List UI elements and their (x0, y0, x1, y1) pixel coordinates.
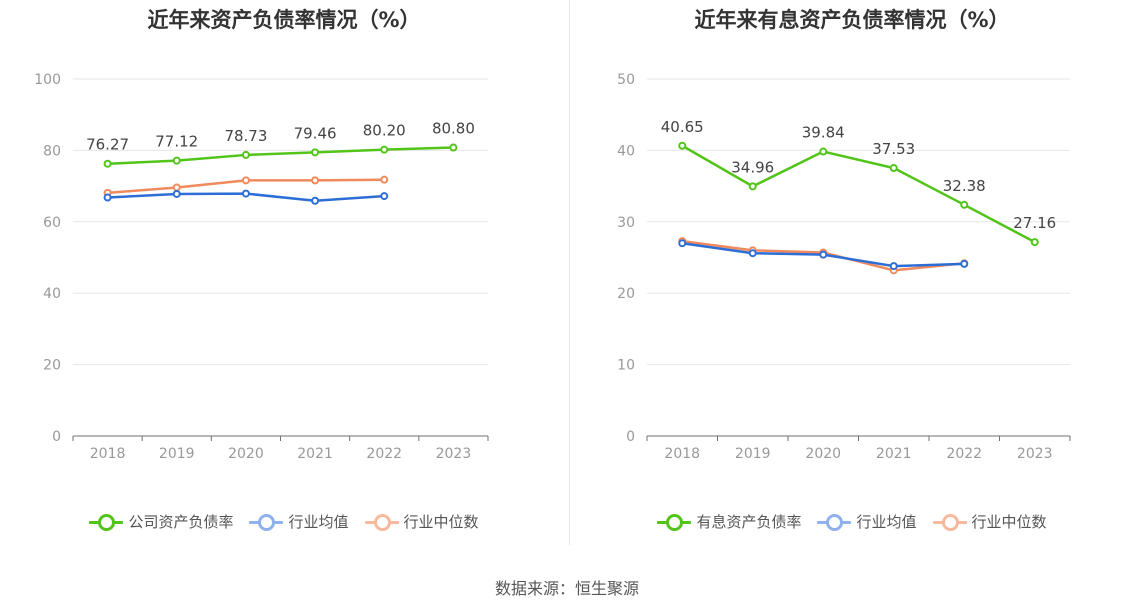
data-point[interactable] (311, 176, 320, 185)
data-point[interactable] (819, 250, 828, 259)
y-tick-label: 40 (43, 286, 61, 302)
data-point[interactable] (889, 164, 898, 173)
y-tick-label: 20 (43, 358, 61, 374)
legend-line-circle-icon (817, 512, 852, 532)
data-point[interactable] (172, 189, 181, 198)
data-point[interactable] (311, 196, 320, 205)
x-tick-label: 2020 (228, 446, 264, 462)
data-point[interactable] (678, 239, 687, 248)
legend-item[interactable]: 有息资产负债率 (657, 511, 801, 532)
data-point[interactable] (172, 183, 181, 192)
data-point[interactable] (960, 259, 969, 268)
chart-interest-bearing-debt-ratio: 近年来有息资产负债率情况（%） 0 10 20 30 40 50 2018 2019 2020 2… (570, 0, 1134, 560)
y-tick-label: 20 (617, 286, 635, 302)
data-label: 78.73 (224, 127, 267, 145)
chart-title: 近年来有息资产负债率情况（%） (694, 8, 1010, 32)
data-point[interactable] (819, 147, 828, 156)
data-label: 76.27 (86, 136, 129, 154)
y-tick-label: 0 (52, 429, 61, 445)
legend-label: 行业均值 (856, 513, 917, 531)
legend-label: 有息资产负债率 (696, 513, 802, 531)
data-point[interactable] (678, 141, 687, 150)
y-tick-label: 0 (626, 429, 635, 445)
chart-plot: 0 10 20 30 40 50 2018 2019 2020 2021 2022 2023 40.65… (617, 72, 1071, 462)
legend-line-circle-icon (89, 512, 124, 532)
data-point[interactable] (241, 176, 250, 185)
legend-line-circle-icon (364, 512, 399, 532)
x-tick-label: 2022 (366, 446, 402, 462)
legend-label: 行业均值 (288, 513, 349, 531)
series-line (107, 146, 454, 165)
legend-line-circle-icon (249, 512, 284, 532)
x-tick-label: 2018 (90, 446, 126, 462)
series-line (681, 144, 1036, 244)
y-tick-label: 30 (617, 215, 635, 231)
x-tick-label: 2022 (946, 446, 982, 462)
data-point[interactable] (748, 249, 757, 258)
x-tick-label: 2021 (297, 446, 333, 462)
y-tick-label: 10 (617, 358, 635, 374)
chart-divider (569, 0, 570, 545)
chart-debt-ratio: 近年来资产负债率情况（%） 0 20 40 60 80 100 2018 2019 2020 20… (0, 0, 568, 560)
data-label: 27.16 (1013, 214, 1056, 232)
y-tick-label: 80 (43, 143, 61, 159)
data-label: 79.46 (294, 124, 337, 142)
x-tick-label: 2021 (876, 446, 912, 462)
data-label: 39.84 (802, 124, 845, 142)
legend-item[interactable]: 公司资产负债率 (89, 511, 233, 532)
chart-legend: 公司资产负债率 行业均值 行业中位数 (0, 511, 568, 532)
legend-line-circle-icon (932, 512, 967, 532)
x-tick-label: 2020 (805, 446, 841, 462)
legend-item[interactable]: 行业均值 (817, 511, 917, 532)
x-tick-label: 2023 (436, 446, 472, 462)
data-point[interactable] (103, 193, 112, 202)
data-point[interactable] (380, 192, 389, 201)
data-label: 80.80 (432, 120, 475, 138)
y-tick-label: 50 (617, 72, 635, 88)
legend-line-circle-icon (657, 512, 692, 532)
legend-label: 行业中位数 (403, 513, 479, 531)
data-point[interactable] (380, 145, 389, 154)
data-label: 32.38 (943, 177, 986, 195)
chart-legend: 有息资产负债率 行业均值 行业中位数 (570, 511, 1134, 532)
data-point[interactable] (748, 182, 757, 191)
data-source-note: 数据来源：恒生聚源 (494, 579, 639, 598)
x-tick-label: 2019 (735, 446, 771, 462)
data-label: 40.65 (661, 118, 704, 136)
y-tick-label: 40 (617, 143, 635, 159)
data-point[interactable] (311, 148, 320, 157)
x-tick-label: 2018 (664, 446, 700, 462)
legend-item[interactable]: 行业均值 (249, 511, 349, 532)
data-label: 34.96 (731, 158, 774, 176)
x-tick-label: 2023 (1017, 446, 1053, 462)
data-point[interactable] (960, 200, 969, 209)
legend-item[interactable]: 行业中位数 (364, 511, 479, 532)
x-tick-label: 2019 (159, 446, 195, 462)
data-point[interactable] (889, 262, 898, 271)
legend-label: 行业中位数 (971, 513, 1047, 531)
legend-label: 公司资产负债率 (128, 513, 234, 531)
legend-item[interactable]: 行业中位数 (932, 511, 1047, 532)
chart-title: 近年来资产负债率情况（%） (147, 8, 421, 32)
data-point[interactable] (380, 175, 389, 184)
data-label: 77.12 (155, 133, 198, 151)
data-point[interactable] (172, 156, 181, 165)
data-point[interactable] (241, 150, 250, 159)
data-point[interactable] (1030, 238, 1039, 247)
data-label: 37.53 (872, 140, 915, 158)
data-label: 80.20 (363, 122, 406, 140)
y-tick-label: 60 (43, 215, 61, 231)
data-point[interactable] (241, 189, 250, 198)
y-tick-label: 100 (34, 72, 61, 88)
chart-plot: 0 20 40 60 80 100 2018 2019 2020 2021 2022 2023 76.2… (34, 72, 489, 462)
data-point[interactable] (103, 159, 112, 168)
data-point[interactable] (449, 143, 458, 152)
